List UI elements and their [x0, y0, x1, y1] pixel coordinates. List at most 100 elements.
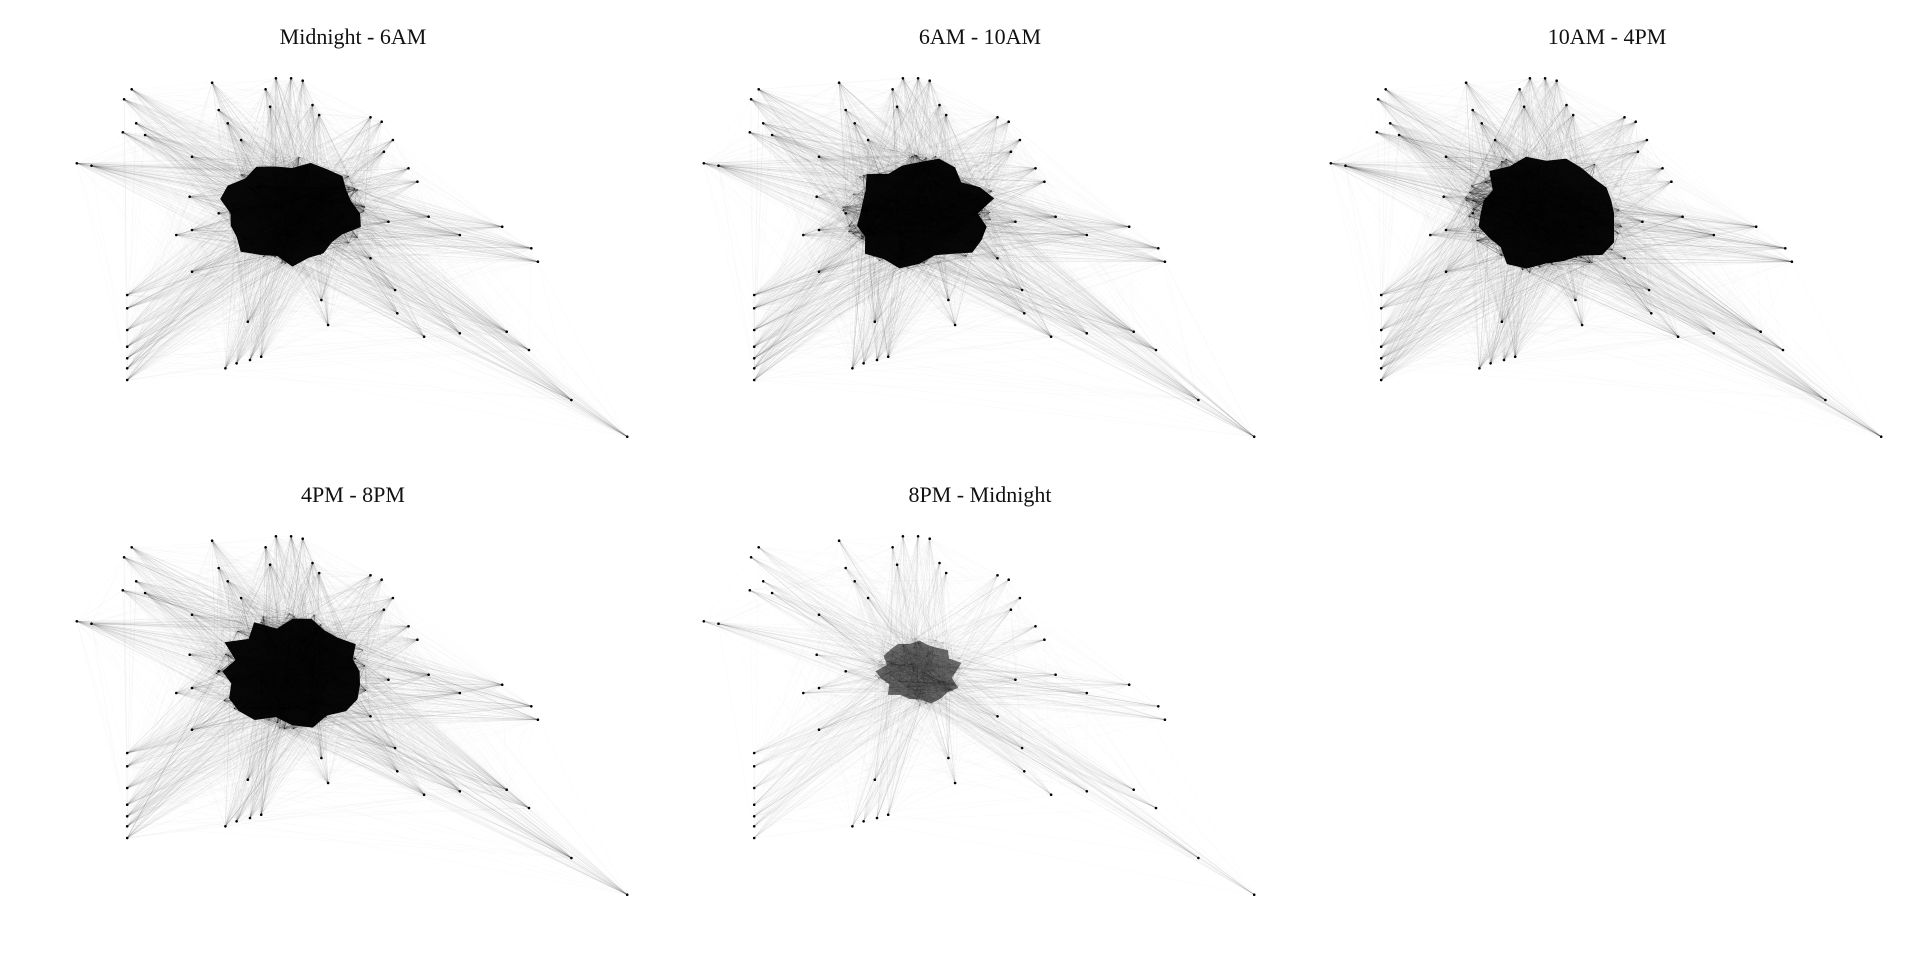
- node: [458, 332, 462, 335]
- edge: [145, 134, 299, 167]
- edge: [191, 156, 306, 166]
- node: [387, 220, 390, 223]
- node: [190, 228, 194, 232]
- node: [125, 328, 129, 332]
- edge: [321, 243, 628, 437]
- edge: [704, 163, 754, 368]
- edge: [145, 134, 260, 185]
- node: [274, 77, 278, 80]
- edge: [92, 166, 128, 380]
- edge: [91, 165, 231, 205]
- edge: [131, 89, 299, 167]
- edge: [132, 83, 212, 90]
- edge: [754, 380, 1198, 400]
- node: [134, 122, 138, 125]
- node: [125, 378, 129, 382]
- edge: [276, 232, 628, 437]
- node: [143, 133, 147, 137]
- edge: [145, 134, 251, 189]
- edge: [218, 109, 307, 173]
- edge: [124, 99, 274, 173]
- edge: [124, 99, 299, 171]
- edge: [76, 163, 261, 232]
- edge: [211, 82, 300, 158]
- edge: [227, 123, 318, 173]
- node: [224, 367, 227, 370]
- edge: [211, 82, 242, 175]
- edge: [123, 99, 257, 187]
- edge: [227, 123, 300, 158]
- edge: [76, 163, 308, 167]
- edge: [298, 220, 628, 437]
- edge: [76, 163, 259, 254]
- edge: [227, 123, 242, 175]
- edge: [145, 134, 306, 166]
- node: [311, 103, 314, 107]
- node: [125, 293, 129, 297]
- edge: [211, 82, 231, 205]
- edge: [145, 134, 251, 189]
- edge: [124, 99, 274, 173]
- edge: [145, 134, 260, 185]
- node: [217, 212, 220, 215]
- edge: [124, 99, 308, 167]
- edge: [144, 134, 232, 227]
- edge: [123, 99, 257, 187]
- node: [121, 131, 125, 134]
- edge: [123, 99, 232, 227]
- node: [226, 122, 229, 125]
- node: [210, 81, 214, 84]
- node: [527, 348, 531, 352]
- edge: [191, 156, 232, 227]
- node: [416, 180, 419, 183]
- edge: [136, 123, 260, 185]
- node: [217, 108, 220, 112]
- edge: [122, 132, 318, 173]
- edge: [124, 99, 307, 173]
- edge: [1036, 168, 1159, 248]
- node: [248, 358, 252, 362]
- edge: [122, 132, 308, 167]
- edge: [719, 166, 755, 369]
- edge: [218, 109, 299, 171]
- edge: [91, 165, 299, 167]
- edge: [131, 89, 286, 182]
- edge: [136, 123, 251, 189]
- edge: [91, 165, 230, 211]
- edge: [136, 123, 308, 167]
- edge: [136, 123, 257, 187]
- node: [320, 298, 323, 302]
- edge: [218, 109, 307, 173]
- node: [175, 233, 178, 237]
- node: [317, 113, 321, 117]
- network-panel-0: [75, 77, 629, 439]
- edge: [122, 132, 231, 205]
- node: [239, 138, 243, 142]
- edge: [227, 123, 349, 177]
- node: [505, 330, 509, 334]
- node: [570, 398, 573, 402]
- edge: [76, 163, 251, 245]
- node: [391, 138, 395, 142]
- edge: [397, 313, 627, 436]
- edge: [852, 368, 1198, 400]
- edge: [122, 132, 230, 214]
- edge: [127, 350, 529, 380]
- edge: [76, 163, 232, 227]
- edge: [76, 163, 257, 187]
- node: [268, 105, 272, 108]
- edge: [839, 78, 903, 82]
- edge: [91, 165, 231, 205]
- edge: [131, 89, 299, 171]
- node: [369, 257, 372, 260]
- edge: [91, 165, 264, 257]
- node: [530, 247, 533, 250]
- node: [625, 435, 629, 439]
- edge: [122, 132, 286, 171]
- edge: [191, 156, 308, 167]
- edge: [123, 99, 244, 240]
- edge: [91, 165, 259, 254]
- edge: [279, 242, 628, 437]
- edge: [287, 231, 628, 437]
- edge: [145, 134, 286, 171]
